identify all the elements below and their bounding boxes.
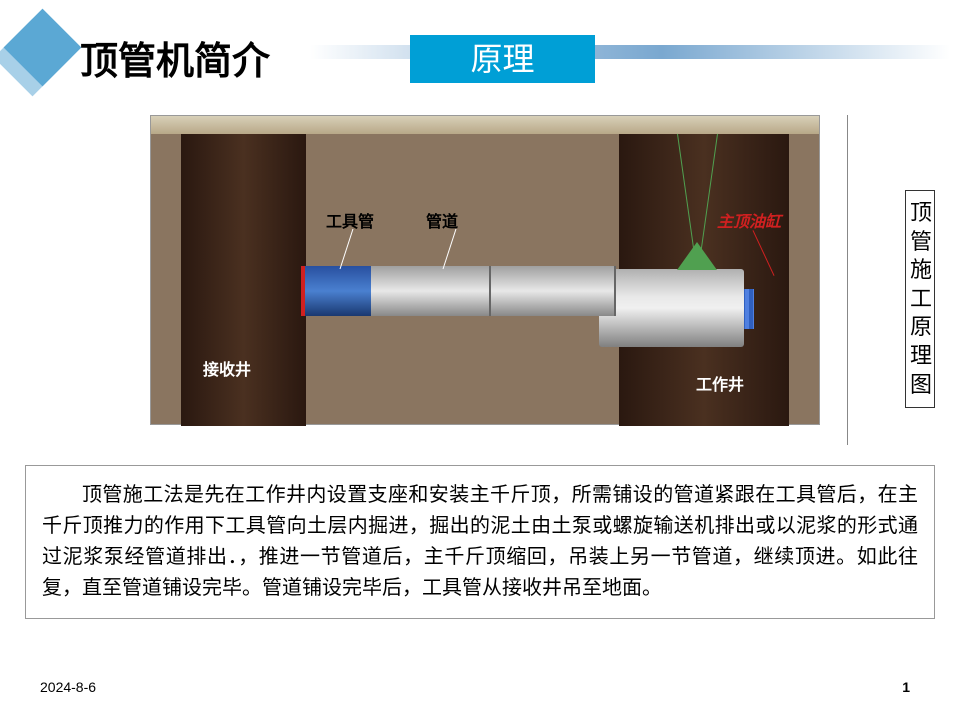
- crane-cables: [697, 134, 699, 269]
- diagram-caption-vertical: 顶管施工原理图: [905, 190, 935, 408]
- label-tool-pipe: 工具管: [326, 208, 374, 232]
- header-gradient-bar: [310, 45, 950, 59]
- leader-line: [340, 229, 354, 269]
- pipe-segment-1: [371, 266, 491, 316]
- slide-header: 顶管机简介 原理: [0, 0, 960, 90]
- pipe-segment-2: [491, 266, 616, 316]
- label-main-jack: 主顶油缸: [717, 208, 781, 232]
- footer-page-number: 1: [902, 679, 910, 695]
- leader-line: [443, 229, 457, 269]
- description-panel: 顶管施工法是先在工作井内设置支座和安装主千斤顶，所需铺设的管道紧跟在工具管后，在…: [25, 465, 935, 619]
- main-title: 顶管机简介: [80, 30, 270, 85]
- label-receiving-shaft: 接收井: [203, 356, 251, 380]
- ground-surface: [151, 116, 819, 134]
- tool-pipe-segment: [301, 266, 371, 316]
- description-text: 顶管施工法是先在工作井内设置支座和安装主千斤顶，所需铺设的管道紧跟在工具管后，在…: [42, 480, 918, 604]
- subtitle-badge: 原理: [410, 35, 595, 83]
- vertical-divider: [847, 115, 848, 445]
- label-pipe: 管道: [426, 208, 458, 232]
- label-working-shaft: 工作井: [696, 371, 744, 395]
- pipe-jacking-diagram: 工具管 管道 主顶油缸 接收井 工作井: [150, 115, 820, 425]
- pipe-assembly: [301, 266, 624, 316]
- footer-date: 2024-8-6: [40, 679, 96, 695]
- receiving-shaft: [181, 134, 306, 426]
